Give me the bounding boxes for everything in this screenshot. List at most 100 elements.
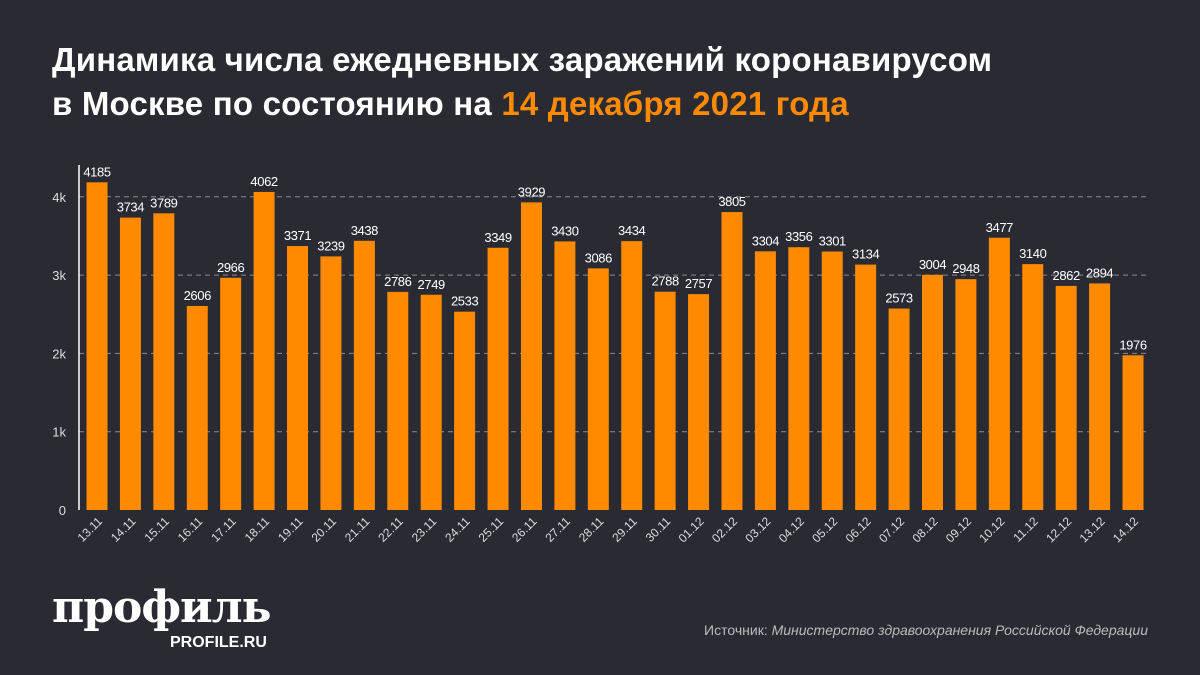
data-label: 3086: [585, 250, 612, 265]
x-tick-label: 26.11: [509, 514, 540, 545]
data-label: 2786: [384, 274, 411, 289]
data-label: 4185: [83, 164, 110, 179]
x-tick-label: 21.11: [342, 514, 373, 545]
logo-main: профиль: [52, 582, 272, 633]
data-label: 4062: [250, 174, 277, 189]
x-tick-label: 20.11: [309, 514, 340, 545]
x-tick-label: 09.12: [943, 514, 974, 545]
bar: [1089, 283, 1111, 510]
data-label: 2894: [1086, 265, 1113, 280]
x-tick-label: 14.11: [108, 514, 139, 545]
bar: [721, 212, 743, 511]
source-label: Источник:: [704, 622, 772, 638]
data-label: 1976: [1119, 337, 1146, 352]
data-label: 2862: [1053, 268, 1080, 283]
x-tick-label: 25.11: [476, 514, 507, 545]
x-tick-label: 19.11: [275, 514, 306, 545]
logo-sub: PROFILE.RU: [170, 634, 267, 651]
bar: [587, 268, 609, 510]
title-prefix: в Москве по состоянию на: [52, 85, 502, 122]
data-label: 3929: [518, 184, 545, 199]
x-tick-label: 10.12: [976, 514, 1007, 545]
bar: [387, 291, 409, 510]
x-tick-label: 22.11: [375, 514, 406, 545]
data-label: 3349: [484, 230, 511, 245]
x-tick-label: 02.12: [709, 514, 740, 545]
bar: [454, 311, 476, 510]
bar: [220, 277, 242, 510]
bar: [821, 251, 843, 511]
source-text: Министерство здравоохранения Российской …: [771, 622, 1148, 638]
bar: [554, 241, 576, 510]
data-label: 3371: [284, 228, 311, 243]
x-tick-label: 11.12: [1010, 514, 1041, 545]
bar: [420, 294, 442, 510]
y-tick-label: 4k: [52, 190, 66, 205]
x-tick-label: 29.11: [609, 514, 640, 545]
data-label: 3477: [986, 220, 1013, 235]
data-label: 2966: [217, 260, 244, 275]
data-label: 3239: [317, 238, 344, 253]
x-tick-label: 18.11: [242, 514, 273, 545]
data-label: 2948: [952, 261, 979, 276]
title-date: 14 декабря 2021 года: [501, 85, 849, 122]
data-label: 2757: [685, 276, 712, 291]
bar: [1122, 355, 1144, 510]
data-label: 2606: [184, 288, 211, 303]
data-label: 2573: [885, 291, 912, 306]
bar: [520, 202, 542, 510]
x-tick-label: 03.12: [742, 514, 773, 545]
bar: [922, 274, 943, 510]
bar: [186, 305, 208, 510]
bar: [1055, 285, 1077, 510]
data-label: 2788: [651, 274, 678, 289]
x-tick-label: 27.11: [542, 514, 573, 545]
x-tick-label: 17.11: [208, 514, 239, 545]
y-tick-label: 1k: [52, 425, 66, 440]
data-label: 3734: [117, 200, 144, 215]
x-tick-label: 12.12: [1043, 514, 1074, 545]
profile-logo: профиль PROFILE.RU: [52, 586, 292, 656]
bar: [86, 182, 108, 510]
x-tick-label: 15.11: [141, 514, 172, 545]
x-tick-label: 04.12: [776, 514, 807, 545]
data-label: 3140: [1019, 246, 1046, 261]
bar: [287, 246, 309, 510]
data-label: 3134: [852, 247, 879, 262]
data-label: 3434: [618, 223, 645, 238]
data-label: 3304: [752, 233, 779, 248]
title-line-2: в Москве по состоянию на 14 декабря 2021…: [52, 82, 992, 126]
data-label: 2533: [451, 294, 478, 309]
y-tick-label: 0: [59, 503, 66, 518]
bar: [153, 213, 175, 511]
bar: [754, 251, 776, 510]
title-line-1: Динамика числа ежедневных заражений коро…: [52, 41, 993, 78]
bar: [1022, 264, 1044, 510]
x-tick-label: 30.11: [643, 514, 674, 545]
y-tick-label: 2k: [52, 346, 66, 361]
bar: [788, 247, 810, 510]
x-tick-label: 14.12: [1110, 514, 1141, 545]
x-tick-label: 01.12: [676, 514, 707, 545]
x-tick-label: 07.12: [876, 514, 907, 545]
data-label: 3438: [351, 223, 378, 238]
data-label: 3356: [785, 229, 812, 244]
data-label: 3805: [718, 194, 745, 209]
x-tick-label: 06.12: [843, 514, 874, 545]
x-tick-label: 24.11: [442, 514, 473, 545]
bar: [888, 308, 910, 510]
bar: [688, 294, 710, 510]
bar: [621, 241, 643, 510]
chart-title: Динамика числа ежедневных заражений коро…: [52, 38, 992, 126]
x-tick-label: 28.11: [576, 514, 607, 545]
x-tick-label: 13.12: [1077, 514, 1108, 545]
x-tick-label: 16.11: [175, 514, 206, 545]
bar: [955, 279, 977, 510]
bar: [487, 247, 509, 510]
data-label: 3789: [150, 195, 177, 210]
data-label: 2749: [418, 277, 445, 292]
bar: [855, 264, 877, 510]
x-tick-label: 13.11: [75, 514, 106, 545]
bar: [654, 291, 676, 510]
